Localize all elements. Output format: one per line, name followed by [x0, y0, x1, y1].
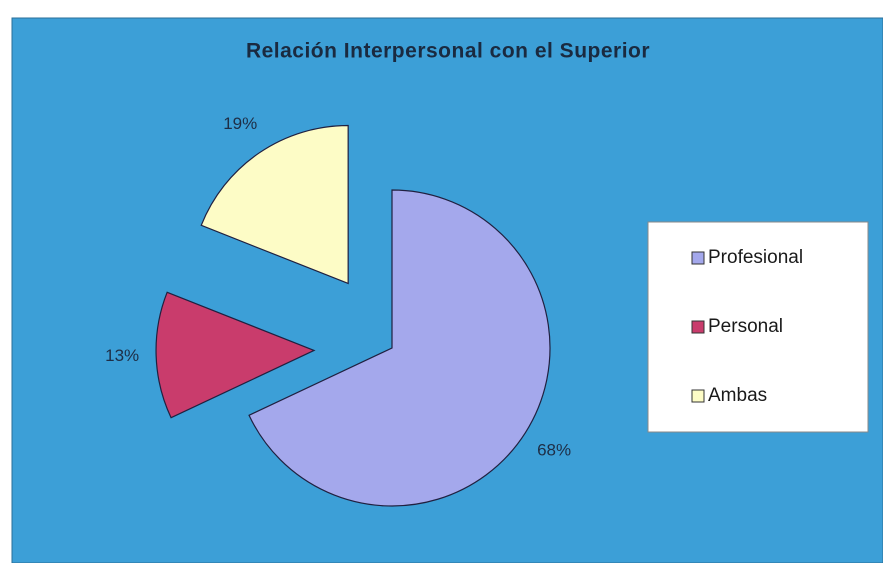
chart-title: Relación Interpersonal con el Superior	[246, 40, 650, 63]
legend-swatch	[691, 320, 705, 334]
legend-box	[647, 221, 869, 433]
legend-label: Personal	[708, 316, 783, 337]
legend-swatch	[691, 389, 705, 403]
data-label: 68%	[537, 440, 571, 459]
data-label: 13%	[105, 346, 139, 365]
legend-label: Profesional	[708, 247, 803, 268]
legend-swatch	[691, 251, 705, 265]
pie-slice	[248, 189, 551, 507]
data-label: 19%	[223, 114, 257, 133]
legend-label: Ambas	[708, 385, 767, 406]
pie-slice	[200, 124, 349, 285]
pie-slice	[155, 291, 316, 419]
